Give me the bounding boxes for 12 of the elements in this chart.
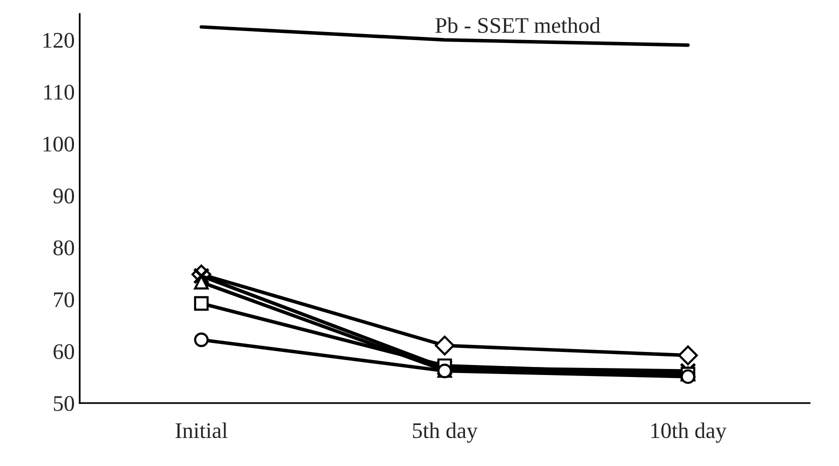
y-tick-label: 100 <box>43 136 74 152</box>
x-tick-label: 5th day <box>412 422 478 443</box>
y-tick-label: 110 <box>44 84 74 100</box>
x-tick-label: 10th day <box>651 422 726 443</box>
y-tick-label: 60 <box>54 344 74 360</box>
y-tick-label: 70 <box>54 292 74 308</box>
y-tick-label: 90 <box>53 188 74 204</box>
y-tick-label: 120 <box>43 32 74 48</box>
y-tick-label: 50 <box>54 396 74 412</box>
y-tick-label: 80 <box>53 240 74 256</box>
x-tick-label: Initial <box>176 422 228 438</box>
chart-title: Pb - SSET method <box>435 17 600 33</box>
